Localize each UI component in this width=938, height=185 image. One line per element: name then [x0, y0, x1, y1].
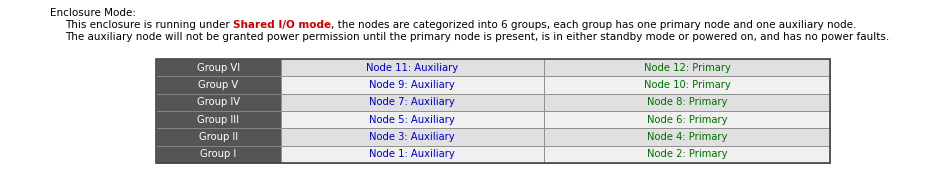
FancyBboxPatch shape	[544, 146, 830, 163]
FancyBboxPatch shape	[280, 128, 544, 146]
Text: Group I: Group I	[200, 149, 236, 159]
Text: Node 9: Auxiliary: Node 9: Auxiliary	[370, 80, 455, 90]
FancyBboxPatch shape	[280, 94, 544, 111]
FancyBboxPatch shape	[156, 146, 280, 163]
Text: This enclosure is running under: This enclosure is running under	[65, 20, 233, 30]
Text: Node 4: Primary: Node 4: Primary	[647, 132, 727, 142]
Text: Enclosure Mode:: Enclosure Mode:	[50, 8, 136, 18]
FancyBboxPatch shape	[280, 76, 544, 94]
Text: , the nodes are categorized into 6 groups, each group has one primary node and o: , the nodes are categorized into 6 group…	[331, 20, 856, 30]
Text: Node 2: Primary: Node 2: Primary	[646, 149, 727, 159]
Text: Node 11: Auxiliary: Node 11: Auxiliary	[366, 63, 459, 73]
Text: Shared I/O mode: Shared I/O mode	[233, 20, 331, 30]
FancyBboxPatch shape	[280, 111, 544, 128]
Text: Node 12: Primary: Node 12: Primary	[643, 63, 731, 73]
FancyBboxPatch shape	[156, 59, 280, 76]
FancyBboxPatch shape	[156, 76, 280, 94]
FancyBboxPatch shape	[544, 76, 830, 94]
FancyBboxPatch shape	[544, 128, 830, 146]
Text: Group VI: Group VI	[197, 63, 240, 73]
Text: Node 7: Auxiliary: Node 7: Auxiliary	[370, 97, 455, 107]
FancyBboxPatch shape	[156, 111, 280, 128]
Text: Node 3: Auxiliary: Node 3: Auxiliary	[370, 132, 455, 142]
Text: Node 5: Auxiliary: Node 5: Auxiliary	[370, 115, 455, 125]
FancyBboxPatch shape	[156, 128, 280, 146]
Text: Group III: Group III	[197, 115, 239, 125]
Text: Node 10: Primary: Node 10: Primary	[643, 80, 731, 90]
FancyBboxPatch shape	[544, 111, 830, 128]
Text: Node 1: Auxiliary: Node 1: Auxiliary	[370, 149, 455, 159]
FancyBboxPatch shape	[280, 146, 544, 163]
Text: Group V: Group V	[198, 80, 238, 90]
FancyBboxPatch shape	[156, 94, 280, 111]
Text: The auxiliary node will not be granted power permission until the primary node i: The auxiliary node will not be granted p…	[65, 32, 889, 42]
Text: Node 8: Primary: Node 8: Primary	[647, 97, 727, 107]
Text: Group IV: Group IV	[197, 97, 240, 107]
Text: Node 6: Primary: Node 6: Primary	[646, 115, 727, 125]
FancyBboxPatch shape	[280, 59, 544, 76]
FancyBboxPatch shape	[544, 59, 830, 76]
FancyBboxPatch shape	[544, 94, 830, 111]
Text: Group II: Group II	[199, 132, 238, 142]
